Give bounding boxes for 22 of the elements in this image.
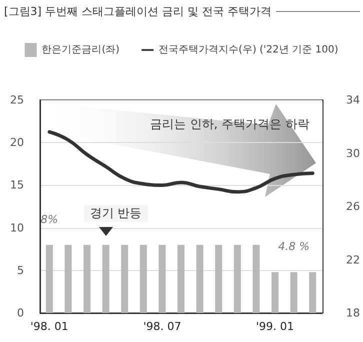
y-tick-label: 20 xyxy=(10,136,24,150)
y-tick-label: 10 xyxy=(10,221,24,234)
annotation: 금리는 인하, 주택가격은 하락 xyxy=(150,116,310,133)
line-series xyxy=(48,130,314,194)
y2-tick-label: 26 xyxy=(346,200,360,213)
y-tick-label: 0 xyxy=(17,306,24,320)
y-tick-label: 5 xyxy=(17,264,24,277)
annotation: 경기 반등 xyxy=(84,205,148,222)
y2-tick-label: 30 xyxy=(346,146,360,160)
legend-label: 전국주택가격지수(우) ('22년 기준 100) xyxy=(158,44,338,56)
data-label: 8% xyxy=(40,212,58,226)
y-tick-label: 25 xyxy=(10,94,24,106)
y2-tick-label: 34 xyxy=(346,94,360,106)
x-tick-label: '99. 01 xyxy=(256,320,294,333)
legend-label: 한은기준금리(좌) xyxy=(42,44,120,56)
y2-tick-label: 22 xyxy=(346,253,360,266)
x-tick-label: '98. 07 xyxy=(143,320,182,333)
chart-title: [그림3] 두번째 스태그플레이션 금리 및 전국 주택가격 xyxy=(4,4,272,19)
y-tick-label: 15 xyxy=(10,178,24,192)
x-tick-label: '98. 01 xyxy=(30,320,68,333)
y2-tick-label: 18 xyxy=(346,306,360,320)
data-label: 4.8 % xyxy=(278,240,310,254)
